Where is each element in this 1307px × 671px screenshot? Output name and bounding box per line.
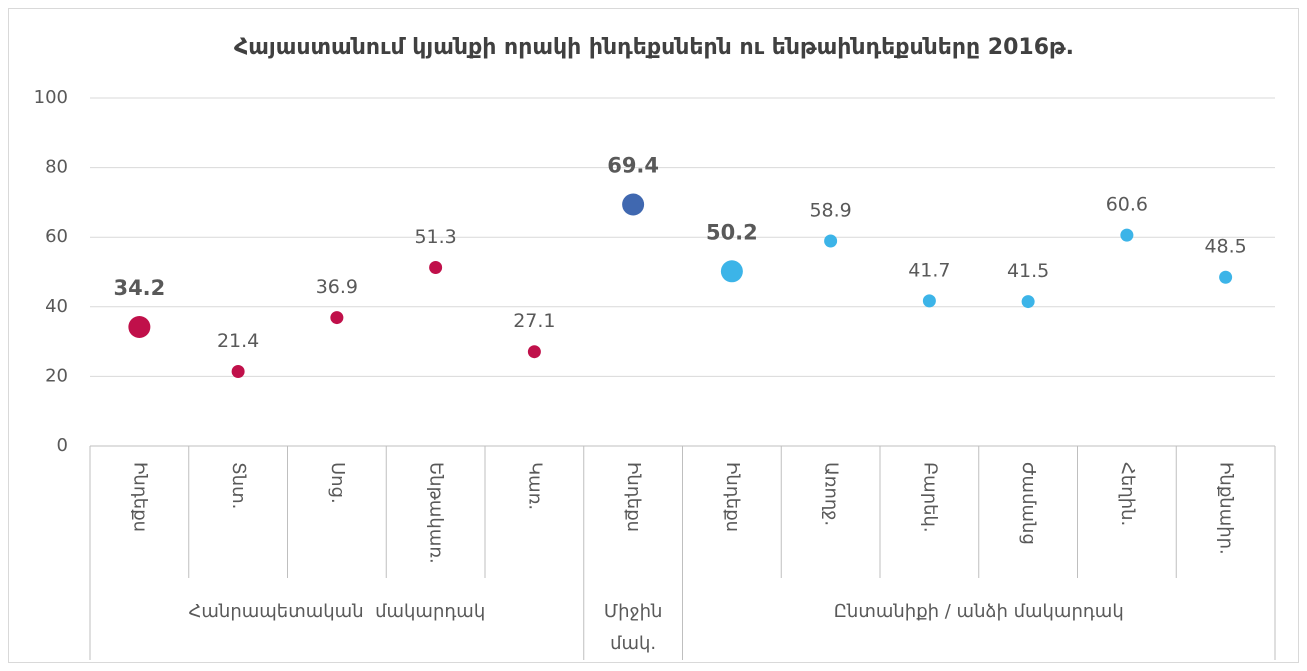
data-label: 41.7 <box>908 259 950 281</box>
y-tick-label: 100 <box>34 87 68 108</box>
data-label: 50.2 <box>706 220 758 244</box>
y-tick-label: 40 <box>45 296 68 317</box>
data-label: 27.1 <box>513 310 555 332</box>
data-point <box>231 365 245 379</box>
x-tick-label: Ժամանց <box>1018 462 1039 545</box>
data-label: 60.6 <box>1106 194 1148 216</box>
data-point <box>922 294 936 308</box>
data-point <box>429 260 443 274</box>
group-label: Միջին մակ. <box>604 601 663 654</box>
data-point <box>824 234 838 248</box>
data-label: 41.5 <box>1007 260 1049 282</box>
data-label: 51.3 <box>414 226 456 248</box>
x-tick-label: Առողջ. <box>821 462 842 526</box>
chart-border <box>8 8 1299 663</box>
x-tick-label: Սոց. <box>327 462 348 504</box>
data-point <box>128 315 151 338</box>
data-point <box>1021 295 1035 309</box>
data-label: 36.9 <box>316 276 358 298</box>
group-label: Ընտանիքի / անձի մակարդակ <box>834 601 1124 622</box>
data-label: 48.5 <box>1204 236 1246 258</box>
data-point <box>1219 270 1233 284</box>
x-tick-label: Հեղին. <box>1117 462 1138 526</box>
data-point <box>1120 228 1134 242</box>
data-point <box>527 345 541 359</box>
data-label: 69.4 <box>607 153 659 177</box>
x-tick-label: Ինդեքս <box>722 462 743 532</box>
data-point <box>330 311 344 325</box>
y-tick-label: 20 <box>45 365 68 386</box>
data-point <box>622 193 645 216</box>
group-label-line: Միջին <box>604 601 663 622</box>
x-tick-label: Բարեկ. <box>919 462 940 533</box>
x-tick-label: Ինքնաիր. <box>1216 462 1237 555</box>
y-tick-label: 60 <box>45 226 68 247</box>
group-label: Հանրապետական մակարդակ <box>189 601 486 622</box>
data-point <box>720 260 743 283</box>
y-tick-label: 0 <box>57 435 68 456</box>
x-tick-label: Ինդեքս <box>623 462 644 532</box>
group-label-line: մակ. <box>610 633 656 654</box>
x-tick-label: Ենթակառ. <box>426 462 447 564</box>
data-label: 34.2 <box>113 276 165 300</box>
chart-title: Հայաստանում կյանքի որակի ինդեքսներն ու ե… <box>234 35 1074 60</box>
data-label: 21.4 <box>217 330 259 352</box>
x-tick-label: Ինդեքս <box>129 462 150 532</box>
data-label: 58.9 <box>809 200 851 222</box>
x-tick-label: Կառ. <box>524 462 545 510</box>
y-tick-label: 80 <box>45 157 68 178</box>
x-tick-label: Տնտ. <box>228 462 249 509</box>
